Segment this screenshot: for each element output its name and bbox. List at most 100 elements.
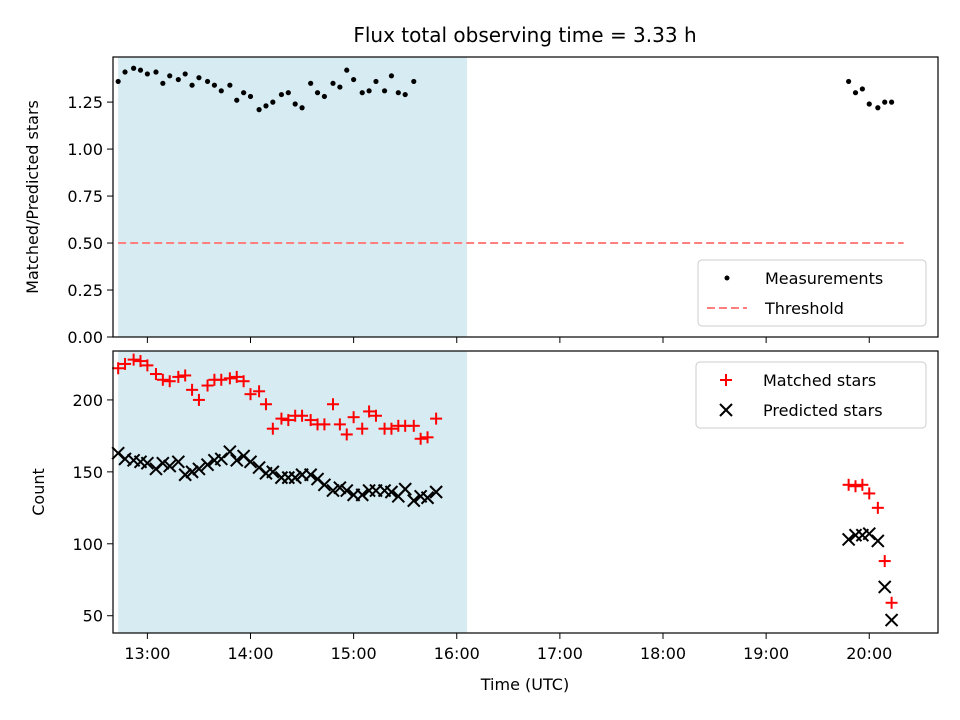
chart-title: Flux total observing time = 3.33 h — [353, 23, 696, 47]
measurements-point — [247, 93, 254, 100]
measurements-point — [263, 103, 269, 109]
measurements-point — [256, 107, 262, 113]
measurements-point — [381, 88, 388, 94]
top-y-axis-label: Matched/Predicted stars — [23, 100, 42, 294]
matched-stars-point — [179, 369, 192, 382]
bottom-axes-frame — [112, 350, 939, 634]
top-shaded-span — [118, 57, 468, 337]
measurements-point — [351, 76, 357, 83]
matched-stars-point — [259, 398, 272, 411]
measurements-point — [211, 82, 218, 88]
measurements-point — [344, 67, 350, 73]
matched-stars-point — [885, 596, 898, 609]
measurements-point — [292, 101, 298, 107]
measurements-point — [859, 86, 865, 92]
measurements-point — [388, 73, 395, 79]
matched-stars-point — [149, 368, 162, 381]
predicted-stars-point — [340, 483, 354, 498]
predicted-stars-point — [192, 462, 206, 476]
legend-predicted-marker — [719, 403, 733, 417]
matched-stars-point — [266, 422, 279, 435]
predicted-stars-point — [140, 456, 155, 470]
measurements-point — [314, 90, 321, 96]
measurements-point — [241, 90, 247, 96]
matched-stars-point — [414, 432, 427, 445]
x-tick-label: 18:00 — [640, 644, 686, 663]
measurements-point — [218, 88, 224, 94]
matched-stars-point — [856, 478, 869, 491]
x-tick-label: 13:00 — [124, 644, 170, 663]
measurements-point — [846, 78, 852, 85]
predicted-stars-point — [884, 613, 899, 627]
measurements-point — [144, 71, 150, 77]
measurements-point — [875, 105, 881, 111]
top-panel: 0.00 0.25 0.50 0.75 1.00 1.25 Matched/Predict… — [23, 56, 939, 347]
matched-stars-point — [327, 398, 339, 411]
matched-stars-point — [192, 393, 205, 406]
predicted-stars-point — [163, 459, 177, 473]
measurements-point — [299, 105, 305, 111]
predicted-stars-point — [326, 483, 340, 498]
measurements-point — [285, 90, 291, 96]
measurements-point — [189, 82, 195, 88]
x-tick-label: 20:00 — [846, 644, 892, 663]
measurements-point — [373, 78, 379, 85]
matched-stars-point — [201, 379, 214, 392]
matched-stars-point — [304, 414, 317, 427]
predicted-stars-point — [303, 468, 318, 482]
matched-stars-point — [363, 405, 376, 418]
top-axes-frame — [112, 56, 939, 338]
matched-stars-point — [112, 362, 125, 375]
predicted-stars-point — [333, 480, 347, 495]
measurements-point — [167, 73, 173, 79]
matched-stars-point — [141, 359, 154, 372]
matched-stars-point — [356, 422, 369, 435]
measurements-point — [337, 84, 343, 90]
legend-measurements-marker — [724, 275, 730, 281]
matched-stars-point — [878, 555, 891, 568]
y-tick-label: 50 — [83, 607, 103, 626]
legend-predicted-label: Predicted stars — [763, 401, 883, 420]
legend-matched-marker — [720, 374, 732, 386]
legend-matched-label: Matched stars — [763, 371, 876, 390]
matched-stars-point — [369, 409, 382, 422]
matched-stars-point — [186, 383, 199, 396]
predicted-stars-point — [878, 580, 892, 594]
matched-stars-point — [163, 375, 176, 388]
predicted-stars-point — [266, 465, 280, 479]
y-tick-label: 100 — [72, 535, 103, 554]
measurements-point — [182, 71, 188, 77]
y-tick-label: 1.00 — [67, 140, 103, 159]
predicted-stars-point — [171, 455, 186, 469]
top-legend: Measurements Threshold — [697, 259, 927, 327]
bottom-panel: 50 100 150 200 13:00 14:00 15:00 16:00 17:00 18:… — [29, 350, 939, 694]
y-tick-label: 0.00 — [67, 328, 103, 347]
predicted-stars-point — [841, 532, 856, 547]
measurements-point — [122, 69, 128, 75]
measurements-point — [359, 90, 365, 96]
matched-stars-point — [230, 370, 243, 383]
predicted-stars-point — [223, 445, 237, 459]
measurements-point — [115, 78, 121, 85]
matched-stars-point — [156, 373, 169, 386]
measurements-point — [852, 90, 859, 96]
predicted-stars-point — [429, 485, 443, 499]
predicted-stars-point — [871, 534, 885, 548]
bottom-y-axis-label: Count — [29, 468, 48, 516]
measurements-point — [270, 99, 276, 105]
predicted-stars-point — [185, 465, 199, 479]
matched-stars-point — [421, 431, 434, 444]
predicted-stars-point — [317, 478, 332, 492]
measurements-point — [196, 75, 202, 81]
measurements-point — [330, 80, 336, 86]
matched-stars-point — [172, 370, 185, 383]
matched-stars-point — [282, 414, 295, 427]
measurements-point — [395, 90, 401, 96]
predicted-stars-point — [398, 482, 412, 496]
x-axis-label: Time (UTC) — [480, 675, 569, 694]
legend-threshold-label: Threshold — [764, 299, 844, 318]
matched-stars-point — [223, 372, 236, 385]
matched-stars-point — [119, 357, 132, 370]
measurements-point — [402, 91, 408, 98]
